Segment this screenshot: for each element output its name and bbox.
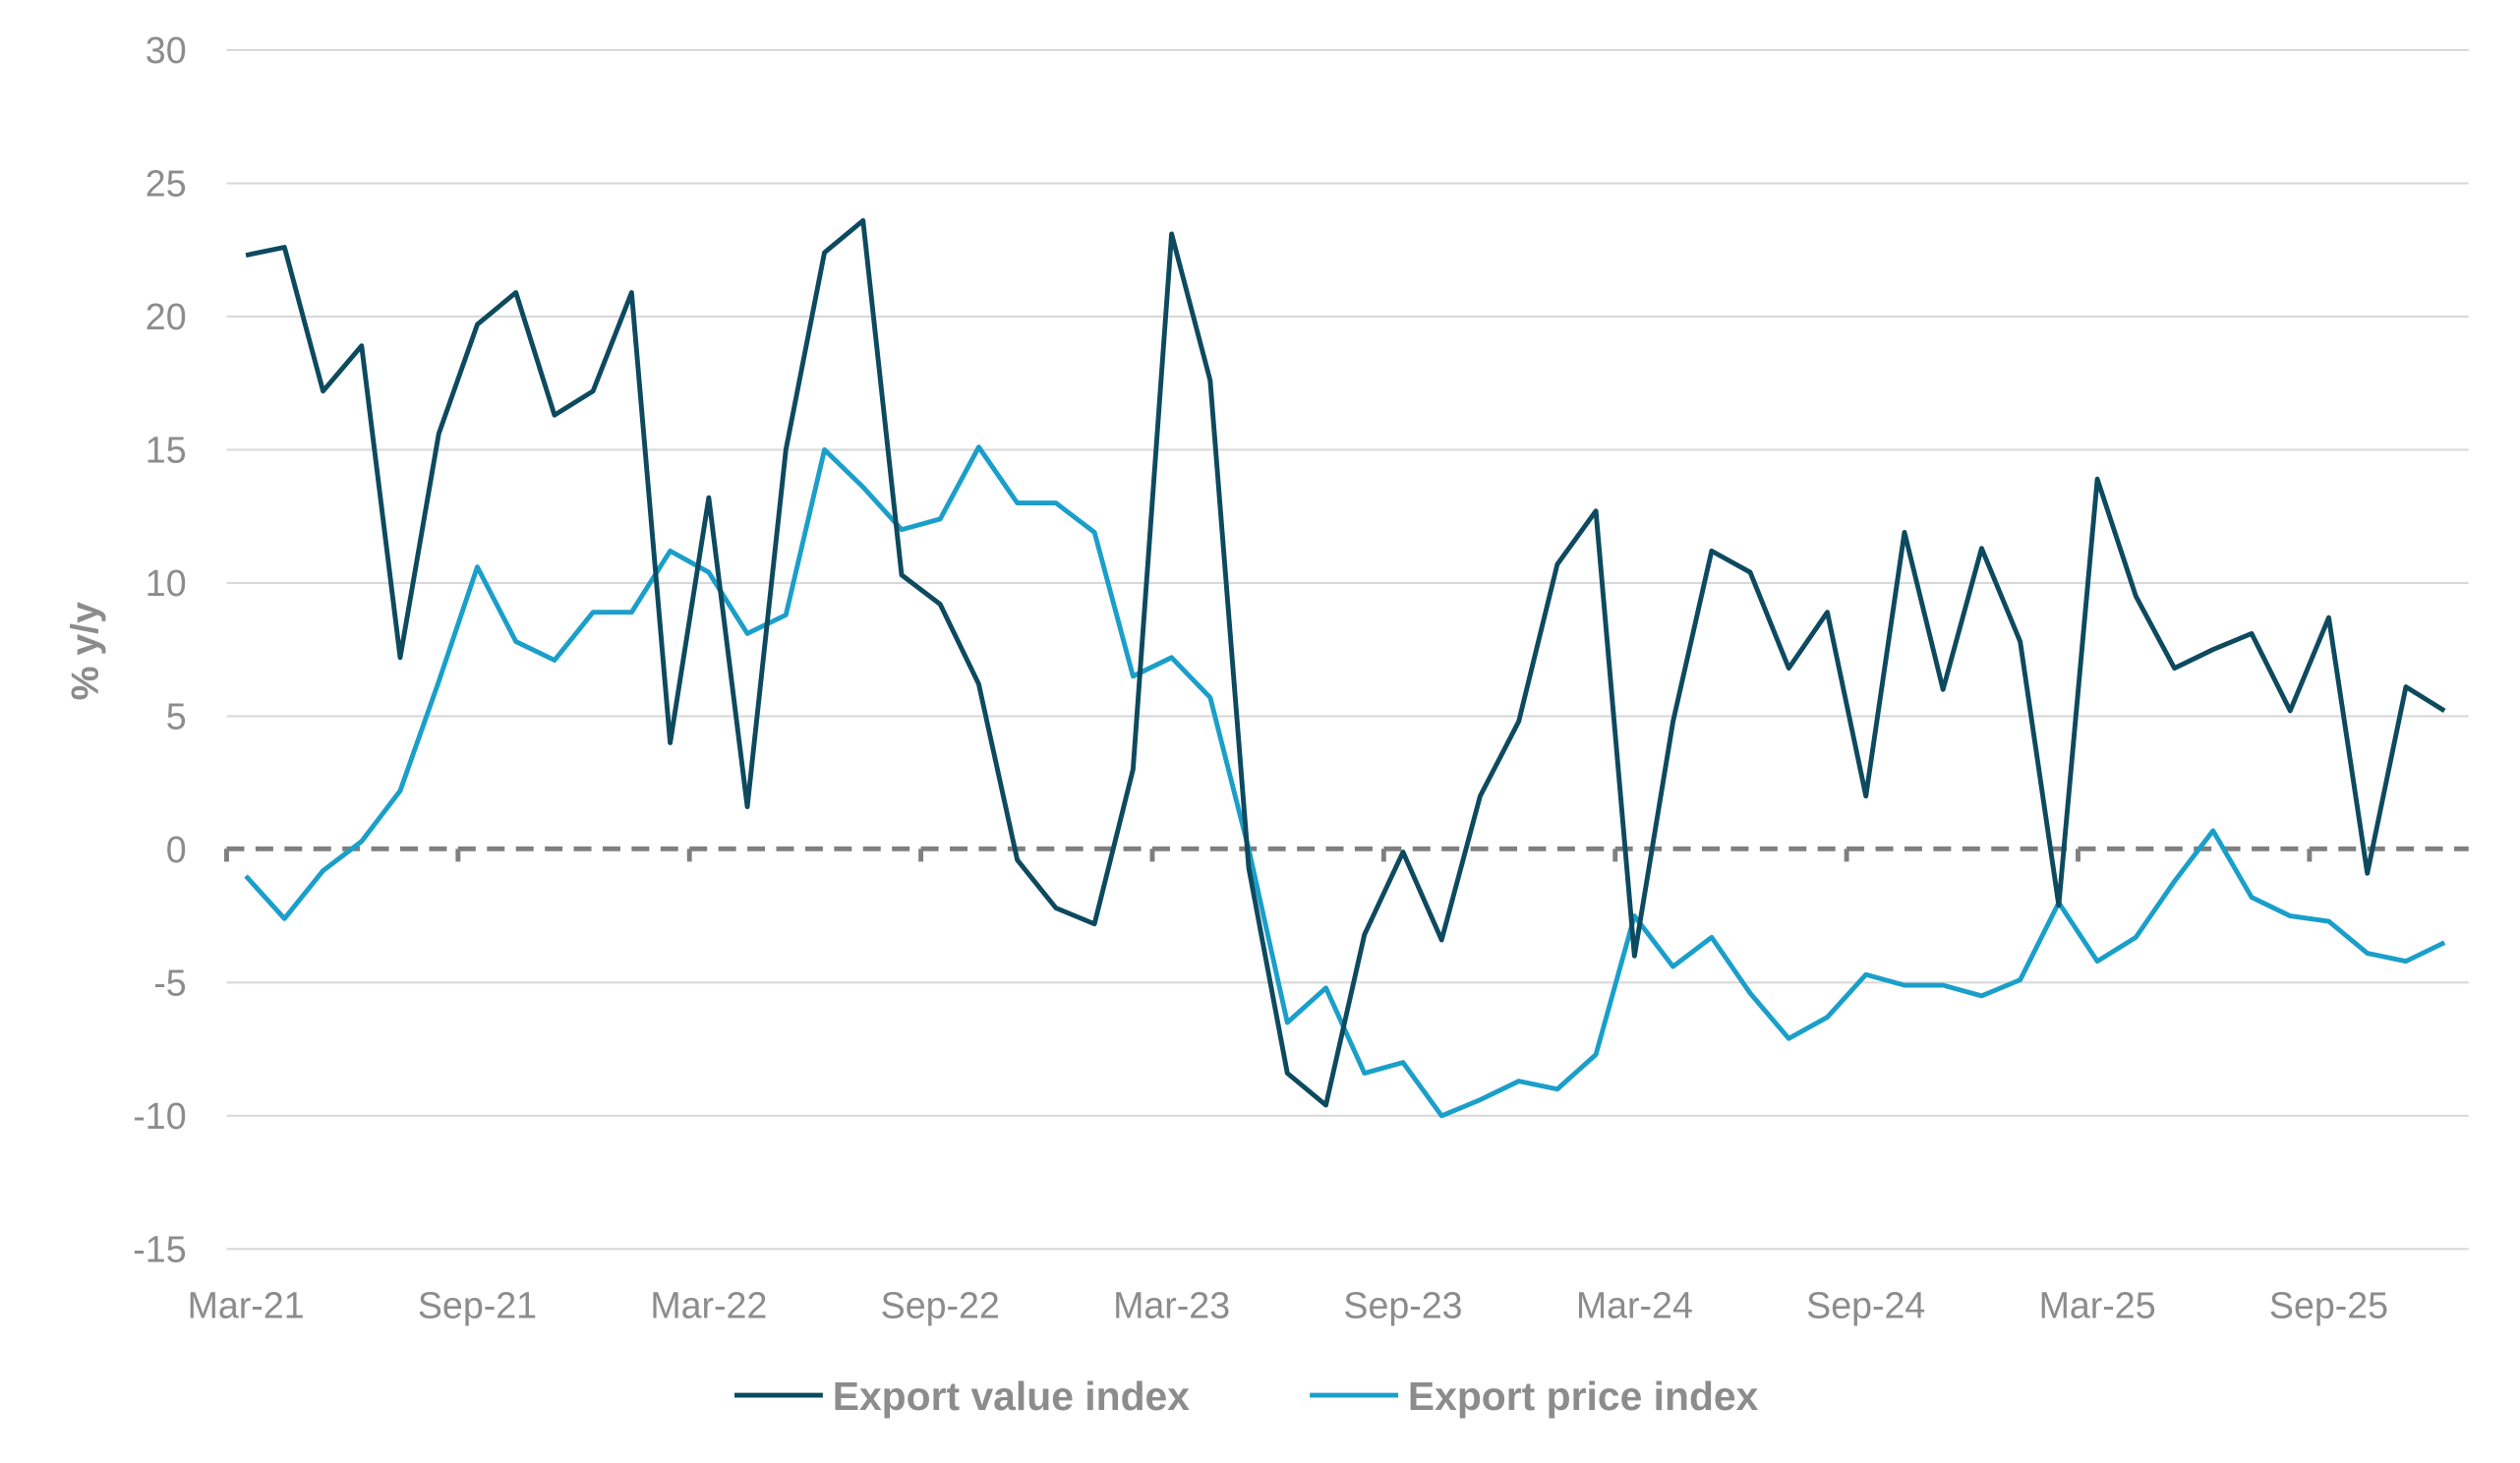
x-tick-label: Sep-22 bbox=[881, 1285, 1000, 1326]
y-tick-label: 10 bbox=[146, 562, 187, 604]
y-axis-label: % y/y bbox=[64, 602, 107, 700]
x-axis-ticks: Mar-21 Sep-21 Mar-22 Sep-22 Mar-23 Sep-23 Mar-… bbox=[188, 849, 2388, 1326]
legend-label-value: Export value index bbox=[833, 1374, 1191, 1419]
y-tick-label: 20 bbox=[146, 296, 187, 337]
x-tick-label: Mar-22 bbox=[650, 1285, 767, 1326]
y-tick-label: 15 bbox=[146, 429, 187, 470]
y-axis-ticks: 30 25 20 15 10 5 0 -5 -10 -15 bbox=[133, 29, 186, 1269]
x-tick-label: Sep-24 bbox=[1806, 1285, 1925, 1326]
series-export-value-index bbox=[245, 217, 2446, 1108]
x-tick-label: Mar-21 bbox=[188, 1285, 305, 1326]
y-tick-label: 0 bbox=[166, 829, 187, 870]
y-tick-label: -10 bbox=[133, 1095, 186, 1137]
series-lines bbox=[244, 217, 2446, 1119]
legend-label-price: Export price index bbox=[1408, 1374, 1759, 1419]
series-line bbox=[245, 217, 2446, 1108]
gridlines bbox=[226, 48, 2469, 1251]
x-tick-label: Mar-24 bbox=[1576, 1285, 1693, 1326]
y-tick-label: 25 bbox=[146, 163, 187, 205]
y-tick-label: 30 bbox=[146, 29, 187, 71]
y-tick-label: -5 bbox=[153, 962, 186, 1003]
x-tick-label: Sep-21 bbox=[418, 1285, 537, 1326]
y-tick-label: -15 bbox=[133, 1228, 186, 1269]
x-tick-label: Mar-23 bbox=[1113, 1285, 1230, 1326]
x-tick-label: Sep-25 bbox=[2269, 1285, 2388, 1326]
legend: Export value index Export price index bbox=[733, 1374, 1759, 1419]
x-tick-label: Mar-25 bbox=[2039, 1285, 2156, 1326]
x-tick-label: Sep-23 bbox=[1343, 1285, 1462, 1326]
y-tick-label: 5 bbox=[166, 695, 187, 736]
